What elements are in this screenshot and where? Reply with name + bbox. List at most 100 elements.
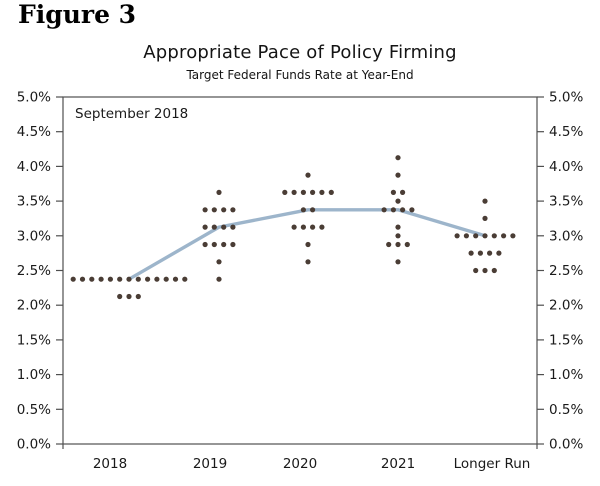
projection-dot <box>300 189 306 195</box>
x-axis-label: Longer Run <box>454 456 531 472</box>
projection-dot <box>182 276 188 282</box>
projection-dot <box>400 189 406 195</box>
projection-dot <box>386 241 392 248</box>
projection-dot <box>473 267 479 274</box>
projection-dot <box>135 293 141 300</box>
projection-dot <box>202 224 208 230</box>
projection-dot <box>395 172 401 178</box>
median-line <box>127 208 487 281</box>
projection-dot <box>482 198 488 204</box>
figure-label: Figure 3 <box>18 0 137 29</box>
plot-frame <box>62 96 538 445</box>
projection-dot <box>482 215 488 221</box>
projection-dot <box>291 224 297 230</box>
projection-dot <box>230 224 236 230</box>
projection-dot <box>395 198 401 204</box>
projection-dot <box>117 293 123 300</box>
projection-dot <box>211 224 217 230</box>
chart-subtitle: Target Federal Funds Rate at Year-End <box>186 68 414 82</box>
y-axis-label-right: 4.5% <box>549 124 583 140</box>
projection-dot <box>126 276 132 282</box>
projection-dot <box>310 224 316 230</box>
projection-dot <box>482 267 488 274</box>
y-axis-label-left: 0.0% <box>17 437 51 453</box>
projection-dot <box>487 250 493 256</box>
projection-dot <box>496 250 502 256</box>
projection-dot <box>390 207 396 213</box>
projection-dot <box>135 276 141 282</box>
projection-dot <box>328 189 334 195</box>
y-axis-label-right: 2.5% <box>549 263 583 279</box>
x-axis-label: 2018 <box>93 456 127 472</box>
y-axis-label-left: 4.5% <box>17 124 51 140</box>
y-axis-label-left: 2.5% <box>17 263 51 279</box>
projection-dot <box>282 189 288 195</box>
projection-dot <box>126 293 132 300</box>
projection-dot <box>305 259 311 265</box>
projection-dot <box>468 250 474 256</box>
y-axis-label-left: 2.0% <box>17 298 51 314</box>
projection-dot <box>477 250 483 256</box>
projection-dot <box>305 241 311 248</box>
projection-dot <box>216 189 222 195</box>
projection-dot <box>310 207 316 213</box>
projection-dot <box>409 207 415 213</box>
projection-dot <box>154 276 160 282</box>
projection-dot <box>202 241 208 248</box>
y-axis-label-right: 0.0% <box>549 437 583 453</box>
projection-dot <box>107 276 113 282</box>
projection-dot <box>70 276 76 282</box>
annotation-label: September 2018 <box>75 106 188 122</box>
projection-dot <box>221 207 227 213</box>
y-axis-label-right: 4.0% <box>549 159 583 175</box>
projection-dot <box>291 189 297 195</box>
x-axis-label: 2020 <box>283 456 317 472</box>
projection-dot <box>98 276 104 282</box>
dot-plot-chart: 5.0% 5.0% 4.5% 4.5% 4.0% 4.0% 3.5% 3.5% 3.0% 3.0%… <box>17 90 584 473</box>
y-axis-label-right: 2.0% <box>549 298 583 314</box>
projection-dot <box>300 207 306 213</box>
projection-dot <box>216 259 222 265</box>
projection-dot <box>319 224 325 230</box>
y-axis-label-right: 3.0% <box>549 228 583 244</box>
chart-title: Appropriate Pace of Policy Firming <box>143 42 457 63</box>
y-axis-label-right: 1.5% <box>549 332 583 348</box>
projection-dot <box>491 267 497 274</box>
projection-dot <box>395 241 401 248</box>
projection-dot <box>300 224 306 230</box>
projection-dot <box>491 233 497 239</box>
projection-dot <box>163 276 169 282</box>
y-axis-label-left: 0.5% <box>17 402 51 418</box>
y-axis-label-left: 4.0% <box>17 159 51 175</box>
x-axis-label: 2019 <box>193 456 227 472</box>
y-axis-label-left: 1.0% <box>17 367 51 383</box>
projection-dot <box>117 276 123 282</box>
projection-dot <box>230 207 236 213</box>
projection-dot <box>221 224 227 230</box>
projection-dot <box>79 276 86 282</box>
y-axis-label-left: 1.5% <box>17 332 51 348</box>
projection-dot <box>381 207 387 213</box>
projection-dot <box>89 276 95 282</box>
y-axis-label-left: 3.5% <box>17 194 51 210</box>
y-axis-label-right: 5.0% <box>549 90 583 106</box>
projection-dot <box>211 207 217 213</box>
projection-dot <box>463 233 469 239</box>
projection-dot <box>230 241 236 248</box>
projection-dot <box>211 241 217 248</box>
projection-dot <box>473 233 479 239</box>
projection-dot <box>404 241 410 248</box>
projection-dot <box>310 189 316 195</box>
y-axis-label-left: 3.0% <box>17 228 51 244</box>
projection-dot <box>395 224 401 230</box>
x-axis-label: 2021 <box>381 456 415 472</box>
y-axis-label-right: 3.5% <box>549 194 583 210</box>
projection-dot <box>221 241 227 248</box>
projection-dot <box>395 233 401 239</box>
projection-dot <box>501 233 507 239</box>
projection-dot <box>319 189 325 195</box>
projection-dot <box>400 207 406 213</box>
projection-dot <box>395 259 401 265</box>
projection-dot <box>482 233 488 239</box>
